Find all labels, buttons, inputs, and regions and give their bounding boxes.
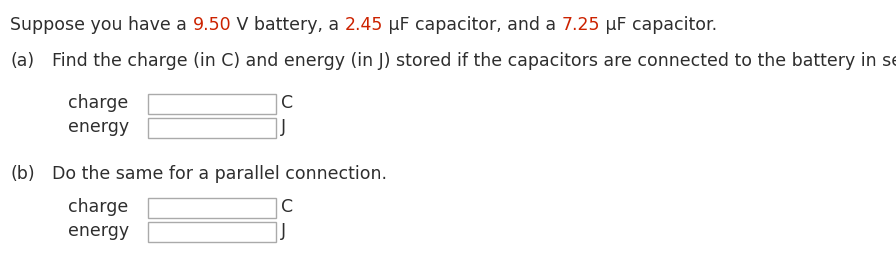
Text: J: J: [281, 118, 286, 136]
Text: C: C: [281, 94, 293, 112]
Text: 7.25: 7.25: [562, 16, 600, 34]
FancyBboxPatch shape: [148, 94, 276, 114]
Text: 2.45: 2.45: [345, 16, 383, 34]
Text: energy: energy: [68, 118, 129, 136]
FancyBboxPatch shape: [148, 222, 276, 242]
Text: Find the charge (in C) and energy (in J) stored if the capacitors are connected : Find the charge (in C) and energy (in J)…: [52, 52, 896, 70]
Text: J: J: [281, 222, 286, 240]
Text: charge: charge: [68, 94, 128, 112]
FancyBboxPatch shape: [148, 118, 276, 138]
Text: μF capacitor.: μF capacitor.: [600, 16, 718, 34]
Text: (b): (b): [10, 165, 35, 183]
Text: energy: energy: [68, 222, 129, 240]
Text: 9.50: 9.50: [193, 16, 231, 34]
Text: (a): (a): [10, 52, 34, 70]
Text: charge: charge: [68, 198, 128, 216]
Text: Do the same for a parallel connection.: Do the same for a parallel connection.: [52, 165, 387, 183]
Text: μF capacitor, and a: μF capacitor, and a: [383, 16, 562, 34]
Text: C: C: [281, 198, 293, 216]
FancyBboxPatch shape: [148, 198, 276, 218]
Text: V battery, a: V battery, a: [231, 16, 345, 34]
Text: Suppose you have a: Suppose you have a: [10, 16, 193, 34]
